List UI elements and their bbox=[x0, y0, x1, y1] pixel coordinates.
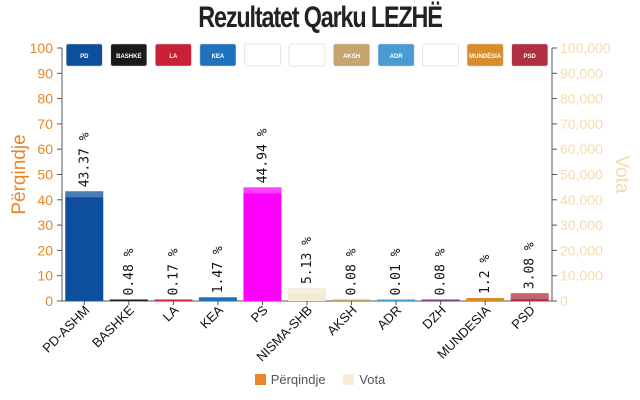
bar-mundesia bbox=[466, 297, 505, 301]
y-tick-label-right: 100,000 bbox=[560, 40, 611, 56]
y-tick-label-right: 50,000 bbox=[560, 167, 603, 183]
y-tick-label-right: 40,000 bbox=[560, 192, 603, 208]
data-label: 0.48 % bbox=[122, 248, 137, 295]
data-label: 0.17 % bbox=[166, 248, 181, 295]
party-logo-icon bbox=[422, 43, 459, 67]
legend-item-perqindje[interactable]: Përqindje bbox=[254, 372, 326, 387]
data-label: 0.08 % bbox=[434, 248, 449, 295]
legend-swatch-vota bbox=[343, 374, 355, 385]
bar-psd bbox=[510, 293, 549, 301]
data-label: 1.47 % bbox=[211, 246, 226, 293]
y-tick-label-right: 30,000 bbox=[560, 217, 603, 233]
bar-bashke bbox=[109, 299, 148, 301]
legend-item-vota[interactable]: Vota bbox=[343, 372, 385, 387]
legend-label-vota: Vota bbox=[359, 372, 386, 387]
x-tick-label: PD-ASHM bbox=[39, 303, 92, 356]
y-tick-label-left: 50 bbox=[37, 167, 53, 183]
party-logo-icon bbox=[110, 43, 148, 67]
party-logo-text: PD bbox=[80, 54, 89, 60]
party-logo-text: KEA bbox=[212, 54, 225, 60]
legend-label-perqindje: Përqindje bbox=[270, 372, 326, 387]
party-logo-icon bbox=[155, 43, 192, 67]
bar-aksh bbox=[332, 299, 371, 301]
y-tick-label-right: 70,000 bbox=[560, 116, 603, 132]
data-label: 0.01 % bbox=[389, 248, 404, 295]
y-tick-label-left: 100 bbox=[30, 40, 54, 56]
party-logo-icon bbox=[333, 43, 370, 67]
bar-nisma-shb bbox=[288, 288, 326, 301]
party-logo-icon bbox=[511, 43, 548, 67]
party-logo-text: ADR bbox=[390, 54, 404, 60]
bar-highlight bbox=[65, 191, 104, 198]
y-tick-label-left: 80 bbox=[37, 91, 53, 107]
bar-highlight bbox=[288, 288, 326, 295]
x-tick-label: KEA bbox=[197, 302, 226, 331]
y-tick-label-right: 90,000 bbox=[560, 65, 603, 81]
party-logo-text: BASHKË bbox=[116, 53, 141, 60]
party-logo-icon bbox=[288, 43, 326, 67]
y-tick-label-left: 60 bbox=[37, 141, 53, 157]
data-label: 3.08 % bbox=[523, 242, 538, 289]
y-axis-title-left: Përqindje bbox=[9, 134, 30, 214]
y-axis-title-right: Vota bbox=[611, 155, 632, 193]
data-label: 44.94 % bbox=[255, 128, 270, 183]
x-tick-label: DZH bbox=[419, 303, 448, 332]
bar-pd-ashm bbox=[65, 191, 104, 301]
legend-swatch-perqindje bbox=[254, 374, 266, 385]
y-tick-label-right: 0 bbox=[560, 293, 568, 309]
party-logo-text: LA bbox=[169, 54, 178, 60]
bar-adr bbox=[377, 299, 416, 301]
data-label: 1.2 % bbox=[478, 255, 493, 294]
y-tick-label-left: 40 bbox=[37, 192, 53, 208]
party-logo-text: AKSH bbox=[343, 54, 360, 60]
y-tick-label-right: 60,000 bbox=[560, 141, 603, 157]
bar-highlight bbox=[243, 187, 282, 194]
bar-dzh bbox=[421, 299, 460, 301]
x-tick-label: ADR bbox=[374, 303, 404, 333]
party-logo-icon bbox=[466, 43, 504, 67]
y-tick-label-right: 20,000 bbox=[560, 242, 603, 258]
party-logo-icon bbox=[66, 43, 103, 67]
bar-ps bbox=[243, 187, 282, 301]
x-tick-label: LA bbox=[160, 302, 182, 324]
data-label: 5.13 % bbox=[300, 237, 315, 284]
bar-kea bbox=[198, 297, 237, 301]
y-tick-label-left: 70 bbox=[37, 116, 53, 132]
y-tick-label-left: 30 bbox=[37, 217, 53, 233]
y-tick-label-left: 0 bbox=[45, 293, 53, 309]
y-tick-label-right: 10,000 bbox=[560, 268, 603, 284]
x-tick-label: BASHKE bbox=[89, 302, 137, 350]
data-label: 43.37 % bbox=[77, 132, 92, 187]
chart-legend: Përqindje Vota bbox=[0, 372, 640, 387]
data-label: 0.08 % bbox=[345, 248, 360, 295]
x-tick-label: AKSH bbox=[324, 303, 360, 339]
party-logo-icon bbox=[199, 43, 237, 67]
party-logo-icon bbox=[244, 43, 281, 67]
chart-title: Rezultatet Qarku LEZHË bbox=[198, 1, 443, 34]
bar-la bbox=[154, 299, 193, 301]
bar-highlight bbox=[510, 293, 549, 300]
x-tick-label: PS bbox=[248, 302, 271, 325]
y-tick-label-left: 90 bbox=[37, 65, 53, 81]
y-tick-label-left: 20 bbox=[37, 242, 53, 258]
party-logo-text: MUNDËSIA bbox=[469, 53, 502, 60]
party-logo-text: PSD bbox=[524, 54, 537, 60]
x-tick-label: PSD bbox=[508, 303, 538, 333]
y-tick-label-right: 80,000 bbox=[560, 91, 603, 107]
party-logo-icon bbox=[377, 43, 415, 67]
y-tick-label-left: 10 bbox=[37, 268, 53, 284]
